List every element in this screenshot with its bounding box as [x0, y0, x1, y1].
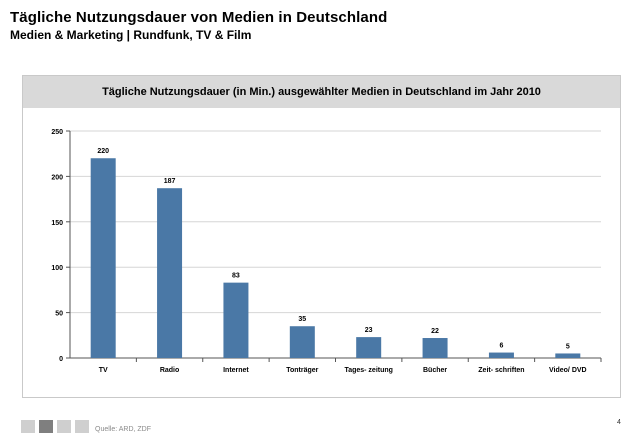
chart-title: Tägliche Nutzungsdauer (in Min.) ausgewä…	[102, 86, 541, 98]
y-tick-label: 100	[51, 265, 63, 272]
data-label: 83	[232, 273, 240, 280]
y-tick-label: 50	[55, 311, 63, 318]
chart-panel-header: Tägliche Nutzungsdauer (in Min.) ausgewä…	[23, 76, 620, 108]
bar-6	[488, 352, 514, 358]
x-tick-label: Internet	[223, 367, 249, 374]
y-tick-label: 0	[59, 356, 63, 363]
x-tick-label: TV	[99, 367, 108, 374]
x-tick-label: Zeit- schriften	[478, 367, 524, 374]
footer-square	[21, 420, 35, 433]
source-note: Quelle: ARD, ZDF	[95, 426, 152, 433]
page-title: Tägliche Nutzungsdauer von Medien in Deu…	[10, 9, 388, 26]
bar-5	[422, 338, 448, 358]
footer-square	[75, 420, 89, 433]
data-label: 6	[499, 343, 503, 350]
chart-panel: Tägliche Nutzungsdauer (in Min.) ausgewä…	[22, 75, 621, 398]
data-label: 5	[566, 343, 570, 350]
x-tick-label: Video/ DVD	[549, 367, 587, 374]
bar-chart: 0 50 100 150 200 250 220 TV 187 Radio 83 Internet 35…	[51, 129, 602, 374]
x-tick-label: Bücher	[423, 367, 447, 374]
y-tick-label: 200	[51, 174, 63, 181]
bar-3	[289, 326, 315, 358]
data-label: 220	[97, 148, 109, 155]
y-tick-label: 150	[51, 220, 63, 227]
y-tick-label: 250	[51, 129, 63, 136]
data-label: 35	[298, 316, 306, 323]
bar-4	[356, 337, 382, 358]
x-tick-label: Tonträger	[286, 367, 318, 374]
x-tick-label: Radio	[160, 367, 179, 374]
data-label: 187	[164, 178, 176, 185]
bar-7	[555, 353, 581, 358]
footer-square	[57, 420, 71, 433]
x-tick-label: Tages- zeitung	[344, 367, 392, 374]
footer-squares	[21, 420, 89, 433]
data-label: 23	[365, 327, 373, 334]
page-number: 4	[617, 419, 621, 426]
page-subtitle: Medien & Marketing | Rundfunk, TV & Film	[10, 28, 252, 42]
data-label: 22	[431, 328, 439, 335]
bar-2	[223, 282, 249, 358]
bar-0	[90, 158, 116, 358]
footer-square	[39, 420, 53, 433]
bar-1	[157, 188, 183, 358]
